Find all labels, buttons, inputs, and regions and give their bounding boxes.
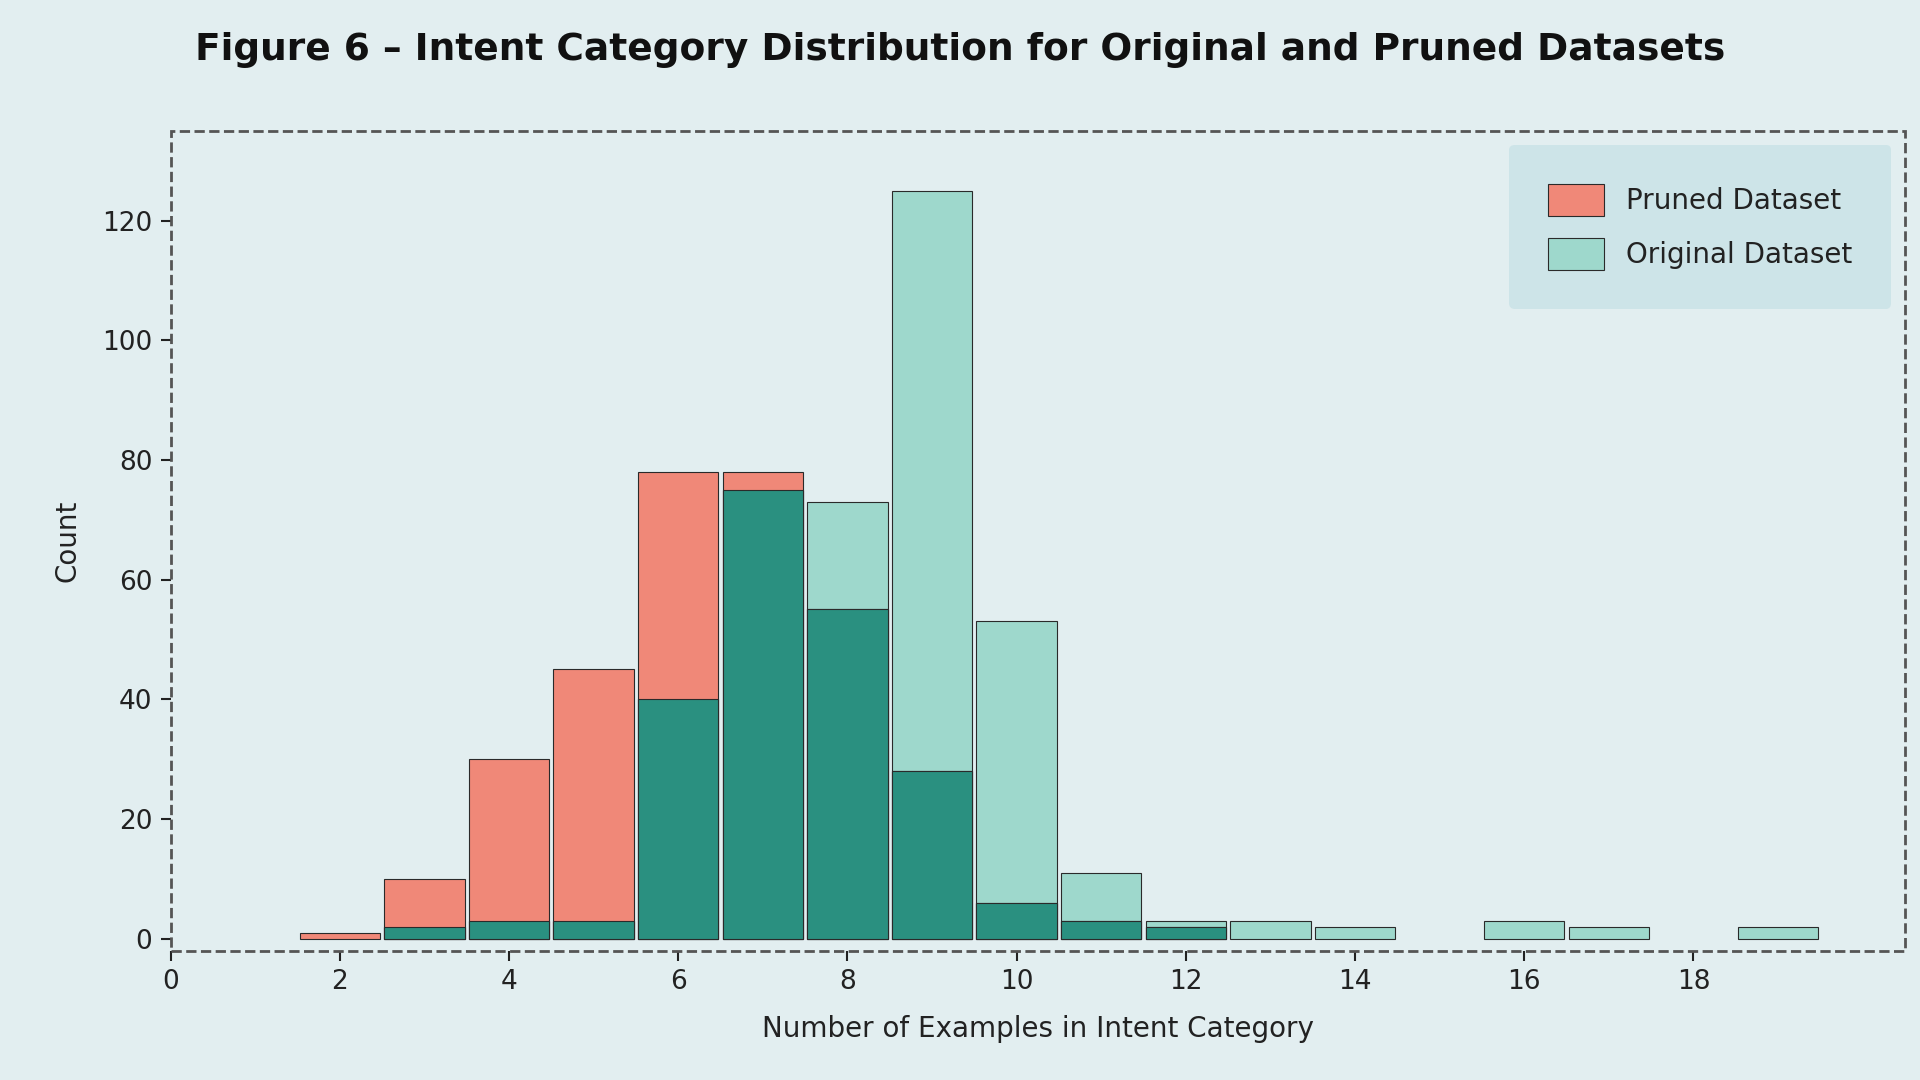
Bar [1569,927,1649,939]
Bar [1062,920,1140,939]
Bar [1738,927,1818,939]
Bar [722,472,803,939]
Bar [637,699,718,939]
Bar [1062,920,1140,939]
Bar [722,490,803,939]
Bar [553,920,634,939]
Legend: Pruned Dataset, Original Dataset: Pruned Dataset, Original Dataset [1509,145,1891,309]
Bar [891,191,972,939]
Bar [1062,873,1140,939]
Y-axis label: Count: Count [54,499,81,582]
Bar [977,621,1056,939]
X-axis label: Number of Examples in Intent Category: Number of Examples in Intent Category [762,1015,1313,1043]
Bar [806,502,887,939]
Bar [553,670,634,939]
Bar [468,920,549,939]
Bar [1231,920,1311,939]
Bar [977,903,1056,939]
Bar [384,879,465,939]
Bar [1146,920,1227,939]
Bar [637,472,718,939]
Bar [553,920,634,939]
Bar [1146,927,1227,939]
Bar [891,771,972,939]
Bar [171,131,1905,950]
Bar [891,771,972,939]
Bar [806,609,887,939]
Bar [468,920,549,939]
Bar [468,759,549,939]
Bar [977,903,1056,939]
Bar [1315,927,1396,939]
Bar [1146,927,1227,939]
Bar [637,699,718,939]
Bar [300,932,380,939]
Text: Figure 6 – Intent Category Distribution for Original and Pruned Datasets: Figure 6 – Intent Category Distribution … [194,32,1726,68]
Bar [384,927,465,939]
Bar [384,927,465,939]
Bar [806,609,887,939]
Bar [722,490,803,939]
Bar [1484,920,1565,939]
